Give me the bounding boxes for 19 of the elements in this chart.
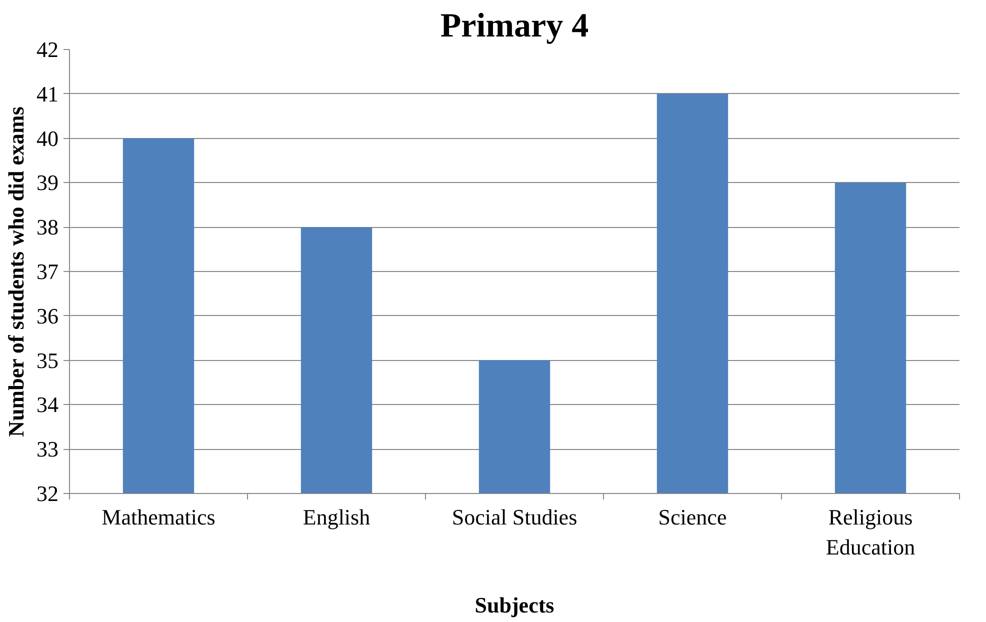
x-axis-title: Subjects [474,592,555,618]
y-axis-title: Number of students who did exams [4,106,28,437]
y-tick-label: 41 [36,81,58,106]
y-tick-label: 33 [36,436,58,462]
y-tick-label: 37 [36,259,58,284]
y-tick-label: 34 [36,392,58,418]
y-tick-label: 42 [36,37,58,62]
y-tick-label: 35 [36,348,58,373]
chart-title: Primary 4 [440,8,589,44]
x-tick-label: English [302,504,370,530]
y-tick-label: 39 [36,170,58,196]
x-tick-label: Religious Education [826,504,916,560]
x-tick-label: Science [658,504,727,530]
x-tick-label: Social Studies [452,504,578,530]
x-tick-label: Mathematics [102,504,216,530]
y-tick-label: 32 [36,481,58,506]
y-tick-label: 36 [36,303,58,328]
y-tick-label: 38 [36,214,58,240]
y-tick-label: 40 [36,126,58,151]
